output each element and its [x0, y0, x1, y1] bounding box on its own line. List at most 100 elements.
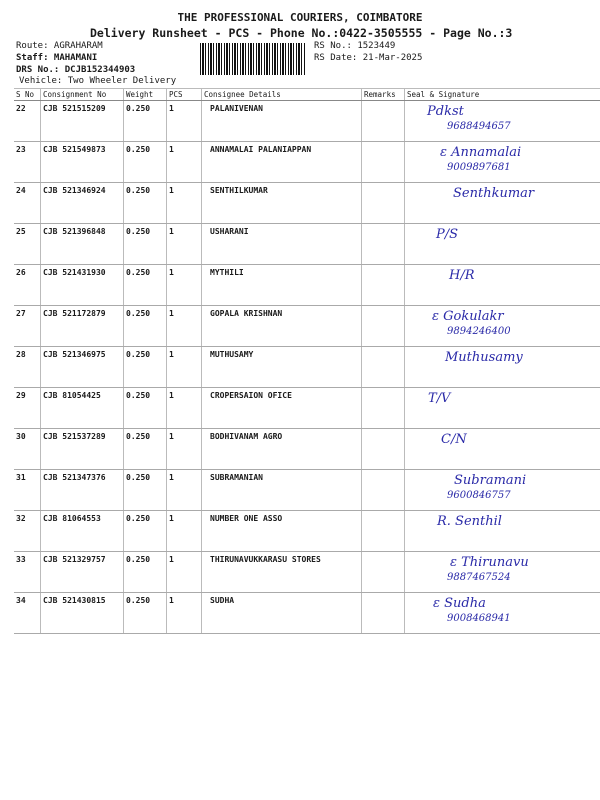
signature-phone: 9688494657: [447, 121, 511, 132]
column-header: Consignee Details: [201, 88, 362, 101]
consignee-name: SUBRAMANIAN: [201, 469, 362, 511]
consignee-name: USHARANI: [201, 223, 362, 265]
consignee-name: SUDHA: [201, 592, 362, 634]
consignee-name: GOPALA KRISHNAN: [201, 305, 362, 347]
consignment-number: CJB 521329757: [40, 551, 124, 593]
signature: P/S: [404, 223, 600, 265]
signature-phone: 9009897681: [447, 162, 511, 173]
table-row: 22 CJB 521515209 0.250 1 PALANIVENAN Pdkst 968…: [14, 100, 600, 142]
consignment-number: CJB 521346975: [40, 346, 124, 388]
barcode: [200, 43, 306, 75]
rs-date: RS Date: 21-Mar-2025: [314, 53, 423, 63]
remarks: [361, 100, 405, 142]
serial-number: 28: [14, 346, 41, 388]
table-row: 24 CJB 521346924 0.250 1 SENTHILKUMAR Senthku…: [14, 182, 600, 224]
runsheet-table: S No Consignment No Weight PCS Consignee Det…: [14, 88, 600, 634]
column-header: Seal & Signature: [404, 88, 600, 101]
staff: Staff: MAHAMANI: [16, 53, 98, 63]
table-row: 33 CJB 521329757 0.250 1 THIRUNAVUKKARASU ST…: [14, 551, 600, 593]
company-title: THE PROFESSIONAL COURIERS, COIMBATORE: [177, 11, 423, 24]
weight: 0.250: [123, 428, 167, 470]
pieces: 1: [166, 141, 202, 183]
pieces: 1: [166, 428, 202, 470]
signature: R. Senthil: [404, 510, 600, 552]
weight: 0.250: [123, 182, 167, 224]
consignee-name: MUTHUSAMY: [201, 346, 362, 388]
consignment-number: CJB 521396848: [40, 223, 124, 265]
column-header: PCS: [166, 88, 202, 101]
signature: ε Gokulakr 9894246400: [404, 305, 600, 347]
consignment-number: CJB 521347376: [40, 469, 124, 511]
table-row: 29 CJB 81054425 0.250 1 CROPERSAION OFICE T/V: [14, 387, 600, 429]
signature-mark: Muthusamy: [445, 350, 523, 365]
remarks: [361, 182, 405, 224]
signature: Subramani 9600846757: [404, 469, 600, 511]
signature: Muthusamy: [404, 346, 600, 388]
pieces: 1: [166, 387, 202, 429]
consignee-name: NUMBER ONE ASSO: [201, 510, 362, 552]
consignment-number: CJB 521172879: [40, 305, 124, 347]
serial-number: 24: [14, 182, 41, 224]
signature-mark: ε Sudha: [433, 596, 486, 611]
weight: 0.250: [123, 510, 167, 552]
remarks: [361, 469, 405, 511]
weight: 0.250: [123, 305, 167, 347]
consignee-name: ANNAMALAI PALANIAPPAN: [201, 141, 362, 183]
signature-mark: T/V: [428, 391, 451, 406]
pieces: 1: [166, 469, 202, 511]
weight: 0.250: [123, 100, 167, 142]
serial-number: 32: [14, 510, 41, 552]
signature-mark: H/R: [449, 268, 475, 283]
consignee-name: CROPERSAION OFICE: [201, 387, 362, 429]
remarks: [361, 592, 405, 634]
consignee-name: BODHIVANAM AGRO: [201, 428, 362, 470]
signature-phone: 9600846757: [447, 490, 511, 501]
weight: 0.250: [123, 141, 167, 183]
table-row: 25 CJB 521396848 0.250 1 USHARANI P/S: [14, 223, 600, 265]
signature: ε Annamalai 9009897681: [404, 141, 600, 183]
signature-phone: 9008468941: [447, 613, 511, 624]
signature: C/N: [404, 428, 600, 470]
consignment-number: CJB 521537289: [40, 428, 124, 470]
weight: 0.250: [123, 387, 167, 429]
serial-number: 30: [14, 428, 41, 470]
drs-number: DRS No.: DCJB152344903: [16, 65, 136, 75]
remarks: [361, 551, 405, 593]
consignment-number: CJB 521430815: [40, 592, 124, 634]
serial-number: 25: [14, 223, 41, 265]
vehicle: Vehicle: Two Wheeler Delivery: [19, 76, 177, 86]
signature-phone: 9894246400: [447, 326, 511, 337]
signature-mark: ε Annamalai: [440, 145, 522, 160]
pieces: 1: [166, 510, 202, 552]
signature-mark: ε Gokulakr: [432, 309, 504, 324]
pieces: 1: [166, 223, 202, 265]
column-header: Consignment No: [40, 88, 124, 101]
column-header: S No: [14, 88, 41, 101]
serial-number: 33: [14, 551, 41, 593]
serial-number: 34: [14, 592, 41, 634]
consignment-number: CJB 521346924: [40, 182, 124, 224]
consignment-number: CJB 521431930: [40, 264, 124, 306]
table-row: 28 CJB 521346975 0.250 1 MUTHUSAMY Muthusamy: [14, 346, 600, 388]
serial-number: 26: [14, 264, 41, 306]
pieces: 1: [166, 264, 202, 306]
signature-mark: C/N: [441, 432, 467, 447]
remarks: [361, 141, 405, 183]
signature: ε Thirunavu 9887467524: [404, 551, 600, 593]
table-row: 30 CJB 521537289 0.250 1 BODHIVANAM AGRO C/N: [14, 428, 600, 470]
pieces: 1: [166, 182, 202, 224]
signature-mark: Pdkst: [427, 104, 464, 119]
signature: T/V: [404, 387, 600, 429]
weight: 0.250: [123, 264, 167, 306]
weight: 0.250: [123, 469, 167, 511]
signature: H/R: [404, 264, 600, 306]
pieces: 1: [166, 100, 202, 142]
table-row: 31 CJB 521347376 0.250 1 SUBRAMANIAN Subraman…: [14, 469, 600, 511]
consignment-number: CJB 81054425: [40, 387, 124, 429]
weight: 0.250: [123, 223, 167, 265]
pieces: 1: [166, 592, 202, 634]
table-row: 23 CJB 521549873 0.250 1 ANNAMALAI PALANIAPP…: [14, 141, 600, 183]
table-row: 27 CJB 521172879 0.250 1 GOPALA KRISHNAN ε Go…: [14, 305, 600, 347]
signature-mark: ε Thirunavu: [450, 555, 529, 570]
